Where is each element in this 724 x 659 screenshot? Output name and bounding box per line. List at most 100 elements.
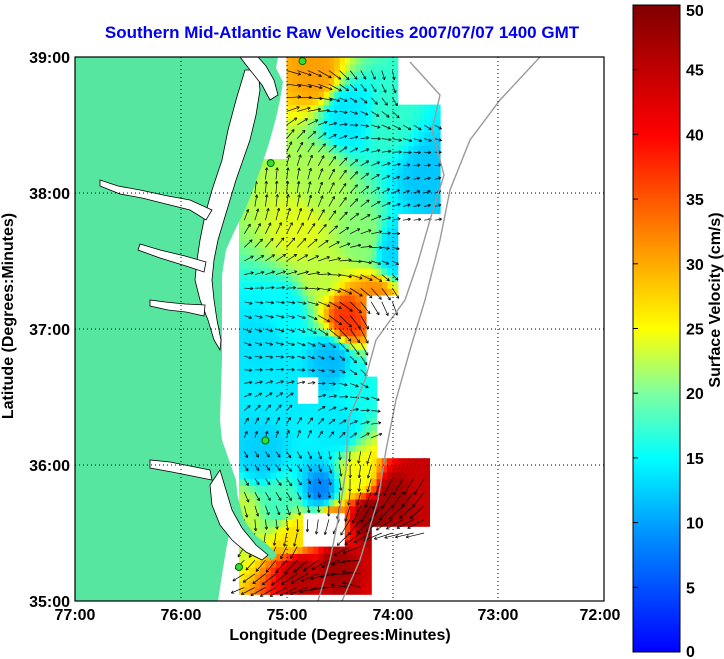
velocity-arrow [370,97,378,105]
velocity-cell [371,267,378,276]
velocity-cell [350,125,356,133]
velocity-cell [291,519,298,527]
velocity-cell [297,363,304,371]
velocity-cell [360,444,367,452]
velocity-cell [286,546,293,554]
velocity-cell [265,199,272,208]
velocity-cell [291,308,298,316]
velocity-cell [339,451,346,459]
velocity-cell [381,70,388,78]
velocity-cell [339,580,346,588]
velocity-cell [376,267,383,276]
velocity-arrow [339,197,347,207]
velocity-cell [249,485,256,493]
colorbar-tick-label: 30 [686,257,704,274]
velocity-cell [297,580,304,588]
velocity-cell [302,111,309,119]
velocity-cell [239,499,245,507]
velocity-cell [244,485,251,493]
velocity-cell [328,363,335,371]
velocity-cell [387,458,393,466]
velocity-arrow [349,355,357,364]
velocity-cell [265,397,272,405]
velocity-cell [286,165,293,174]
velocity-cell [265,349,272,357]
velocity-cell [318,485,325,493]
velocity-cell [281,281,288,289]
velocity-cell [276,397,282,405]
velocity-cell [355,261,362,269]
velocity-cell [334,315,341,323]
velocity-cell [392,519,399,527]
velocity-cell [413,152,420,160]
velocity-cell [260,288,266,296]
velocity-cell [313,152,319,160]
velocity-cell [270,281,277,289]
velocity-arrow [360,111,369,116]
velocity-cell [328,397,335,405]
velocity-cell [323,111,330,119]
velocity-arrow [371,274,383,282]
velocity-arrow [243,209,250,221]
velocity-cell [249,451,256,459]
velocity-arrow [254,328,263,333]
velocity-cell [307,485,314,493]
velocity-cell [323,240,330,248]
velocity-cell [297,220,304,228]
velocity-cell [281,567,288,575]
velocity-arrow [314,519,319,535]
velocity-cell [434,159,441,167]
velocity-arrow [434,176,442,180]
velocity-cell [313,308,319,316]
velocity-cell [265,573,272,582]
chesapeake-bay [194,69,261,352]
velocity-cell [281,342,288,350]
velocity-cell [260,478,266,486]
velocity-cell [392,179,399,187]
velocity-cell [254,335,261,344]
velocity-cell [392,199,399,208]
velocity-cell [323,383,330,391]
velocity-cell [418,172,425,180]
velocity-cell [286,533,293,541]
velocity-cell [276,179,282,187]
velocity-cell [350,77,356,85]
velocity-cell [276,206,282,214]
velocity-cell [350,179,356,187]
york-james-rivers [149,299,206,317]
velocity-cell [254,267,261,276]
velocity-arrow [286,106,300,112]
velocity-cell [260,281,266,289]
velocity-cell [307,267,314,276]
velocity-arrow [265,285,275,290]
velocity-cell [371,431,378,439]
velocity-cell [249,261,256,269]
velocity-arrow [349,369,358,376]
velocity-cell [281,417,288,425]
velocity-cell [408,485,415,493]
velocity-cell [323,315,330,323]
velocity-cell [313,478,319,486]
velocity-cell [302,274,309,282]
velocity-cell [371,247,378,255]
velocity-cell [334,322,341,330]
velocity-cell [313,560,319,568]
velocity-cell [297,458,304,466]
velocity-cell [371,63,378,72]
velocity-cell [403,165,409,174]
velocity-cell [339,301,346,310]
velocity-cell [318,451,325,459]
velocity-cell [328,104,335,112]
velocity-arrow [286,505,291,516]
velocity-cell [334,335,341,344]
velocity-arrow [402,138,413,143]
velocity-cell [249,342,256,350]
velocity-cell [318,104,325,112]
velocity-cell [387,485,393,493]
velocity-cell [334,437,341,446]
velocity-cell [297,261,304,269]
velocity-cell [323,159,330,167]
velocity-cell [434,186,441,194]
velocity-cell [249,213,256,221]
velocity-cell [397,199,404,208]
